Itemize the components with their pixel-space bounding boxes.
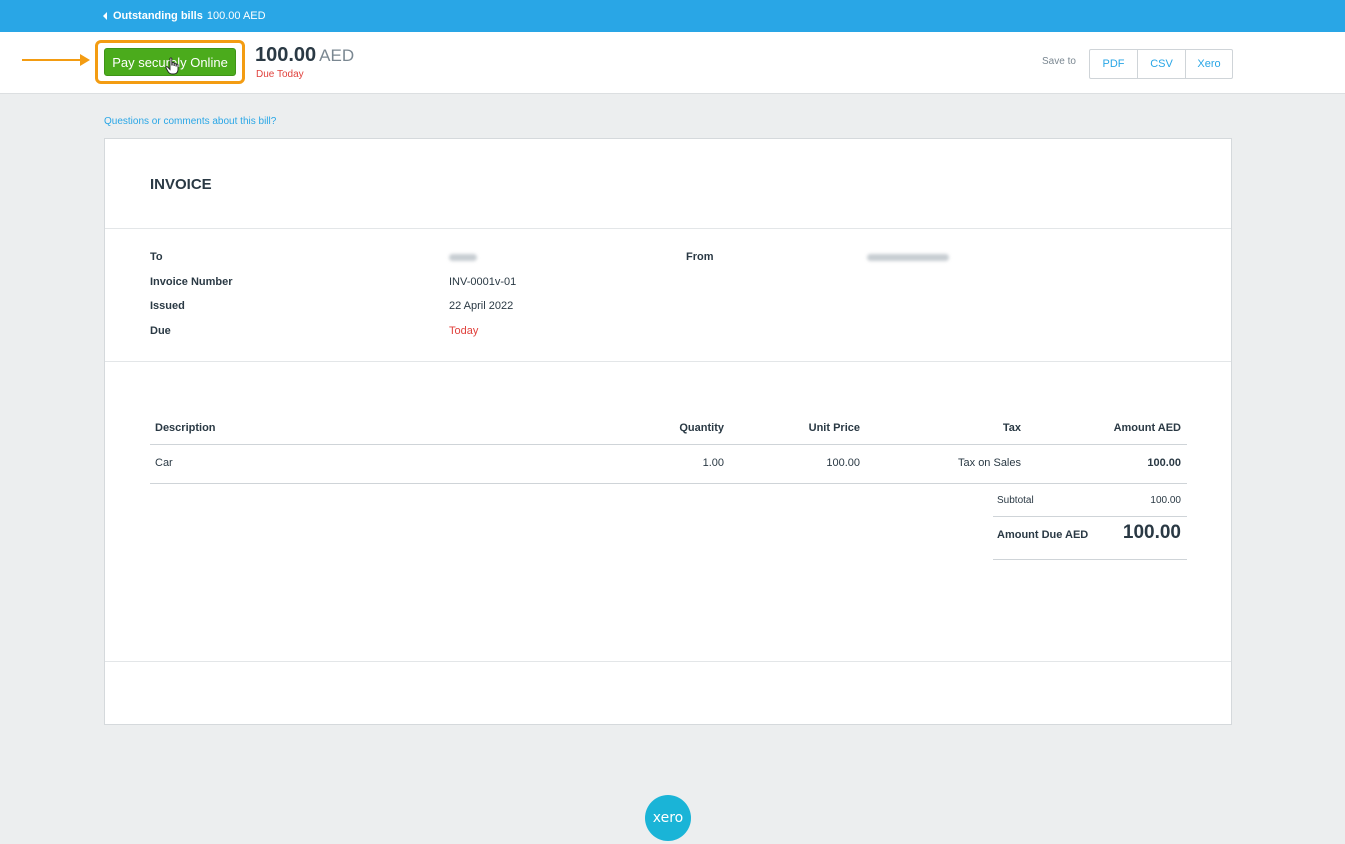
row-description: Car (155, 457, 173, 469)
row-amount: 100.00 (1147, 457, 1181, 469)
invoice-title: INVOICE (150, 176, 212, 193)
issued-value: 22 April 2022 (449, 300, 514, 312)
amount-due-label: Amount Due AED (997, 529, 1089, 541)
outstanding-bills-label: Outstanding bills (113, 10, 203, 22)
questions-comments-link[interactable]: Questions or comments about this bill? (104, 116, 277, 127)
due-today-note: Due Today (256, 69, 304, 80)
outstanding-bills-link[interactable]: Outstanding bills 100.00 AED (103, 10, 266, 22)
col-header-unit-price: Unit Price (808, 422, 860, 434)
amount-due-rule (993, 559, 1187, 560)
save-to-button-group: PDF CSV Xero (1089, 49, 1233, 79)
col-header-description: Description (155, 422, 216, 434)
invoice-number-label: Invoice Number (150, 276, 233, 288)
col-header-quantity: Quantity (679, 422, 724, 434)
col-header-tax: Tax (1002, 422, 1021, 434)
due-value: Today (449, 325, 479, 337)
header-currency: AED (319, 46, 355, 65)
row-tax: Tax on Sales (958, 457, 1021, 469)
subtotal-value: 100.00 (1150, 495, 1181, 506)
pay-button-highlight (95, 40, 245, 84)
divider (105, 361, 1231, 362)
issued-label: Issued (150, 300, 185, 312)
to-value-redacted (449, 254, 477, 261)
save-to-label: Save to (1042, 56, 1076, 67)
amount-due-value: 100.00 (1122, 522, 1181, 543)
xero-logo[interactable]: xero (645, 795, 691, 841)
invoice-number-value: INV-0001v-01 (449, 276, 517, 288)
col-header-amount: Amount AED (1113, 422, 1181, 434)
caret-left-icon (103, 12, 107, 20)
subtotal-label: Subtotal (997, 495, 1034, 506)
top-bar: Outstanding bills 100.00 AED (0, 0, 1345, 32)
save-xero-button[interactable]: Xero (1197, 58, 1221, 70)
from-value-redacted (867, 254, 949, 261)
row-unit-price: 100.00 (826, 457, 860, 469)
save-pdf-button[interactable]: PDF (1090, 50, 1138, 78)
hand-cursor-icon (165, 57, 179, 75)
to-label: To (150, 251, 163, 263)
outstanding-bills-amount: 100.00 AED (206, 10, 266, 22)
due-label: Due (150, 325, 171, 337)
header-amount: 100.00 AED (255, 44, 354, 67)
row-quantity: 1.00 (702, 457, 724, 469)
table-row-rule (150, 483, 1187, 484)
from-label: From (686, 251, 714, 263)
subtotal-rule (993, 516, 1187, 517)
table-header-rule (150, 444, 1187, 445)
annotation-arrow-icon (80, 54, 90, 66)
header-amount-value: 100.00 (255, 44, 317, 66)
annotation-arrow-shaft (22, 59, 82, 61)
invoice-card: INVOICE To Invoice Number INV-0001v-01 I… (104, 138, 1232, 725)
divider (105, 661, 1231, 662)
divider (105, 228, 1231, 229)
save-csv-button[interactable]: CSV (1138, 50, 1186, 78)
bill-header: Pay securely Online 100.00 AED Due Today … (0, 32, 1345, 94)
